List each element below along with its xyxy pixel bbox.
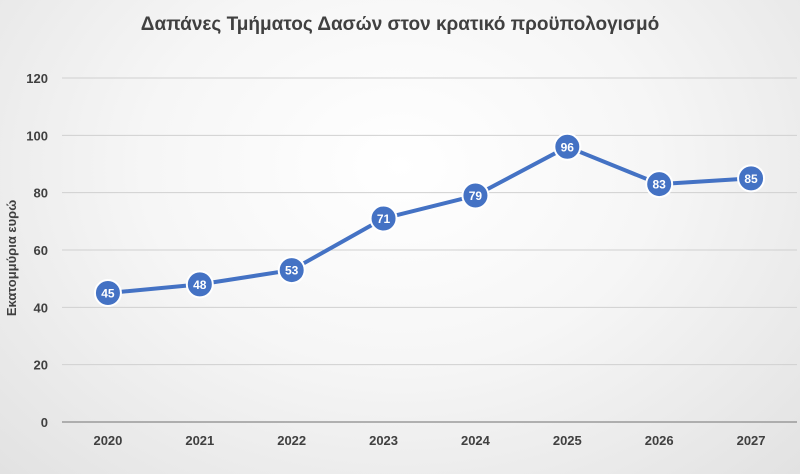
x-tick-label: 2023 bbox=[369, 433, 398, 448]
y-tick-label: 60 bbox=[34, 243, 48, 258]
data-point bbox=[553, 132, 582, 161]
x-tick-label: 2025 bbox=[553, 433, 582, 448]
chart-title: Δαπάνες Τμήματος Δασών στον κρατικό προϋ… bbox=[141, 14, 659, 35]
data-label: 85 bbox=[744, 172, 758, 186]
x-tick-label: 2024 bbox=[461, 433, 491, 448]
data-label: 96 bbox=[561, 140, 575, 154]
series-line bbox=[105, 144, 754, 295]
gridlines bbox=[62, 77, 797, 423]
data-label: 48 bbox=[193, 278, 207, 292]
x-tick-label: 2027 bbox=[737, 433, 766, 448]
data-point bbox=[737, 164, 766, 193]
y-axis-label: Εκατομμύρια ευρώ bbox=[4, 200, 19, 316]
series-layer bbox=[105, 144, 754, 295]
data-label: 53 bbox=[285, 264, 299, 278]
data-point bbox=[461, 181, 490, 210]
y-tick-label: 20 bbox=[34, 358, 48, 373]
x-tick-label: 2020 bbox=[93, 433, 122, 448]
data-point bbox=[93, 279, 122, 307]
x-tick-label: 2026 bbox=[645, 433, 674, 448]
data-point bbox=[645, 170, 674, 199]
data-point bbox=[277, 256, 306, 285]
data-label: 79 bbox=[469, 189, 483, 203]
markers-layer: 45 48 53 71 79 96 83 85 bbox=[93, 132, 766, 307]
x-tick-label: 2022 bbox=[277, 433, 306, 448]
y-tick-labels: 0 20 40 60 80 100 120 bbox=[26, 71, 48, 430]
x-tick-labels: 2020 2021 2022 2023 2024 2025 2026 2027 bbox=[93, 433, 765, 448]
data-point bbox=[185, 270, 214, 299]
y-tick-label: 40 bbox=[34, 300, 48, 315]
y-tick-label: 100 bbox=[26, 128, 48, 143]
data-label: 83 bbox=[653, 178, 667, 192]
y-tick-label: 80 bbox=[34, 186, 48, 201]
y-tick-label: 120 bbox=[26, 71, 48, 86]
data-label: 45 bbox=[101, 287, 115, 301]
x-tick-label: 2021 bbox=[185, 433, 214, 448]
data-label: 71 bbox=[377, 212, 391, 226]
data-point bbox=[369, 204, 398, 233]
y-tick-label: 0 bbox=[41, 415, 48, 430]
